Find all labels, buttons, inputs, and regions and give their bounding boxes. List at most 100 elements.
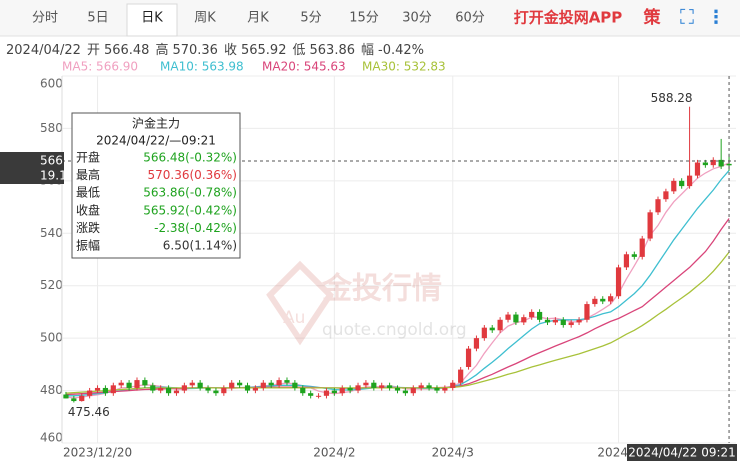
candle-body bbox=[394, 387, 401, 391]
tooltip-label: 振幅 bbox=[76, 238, 100, 253]
watermark: Au 金投行情 quote.cngold.org bbox=[266, 260, 467, 346]
tab[interactable]: 60分 bbox=[455, 11, 485, 26]
candle-body bbox=[229, 382, 235, 388]
candle-body bbox=[442, 387, 448, 391]
strategy-icon[interactable]: 策 bbox=[644, 7, 662, 28]
candle-body bbox=[102, 387, 109, 394]
candle-body bbox=[268, 382, 274, 386]
candle-body bbox=[252, 387, 259, 391]
tooltip-value: 565.92(-0.42%) bbox=[143, 203, 237, 217]
candle-body bbox=[615, 267, 622, 297]
candle-body bbox=[94, 387, 101, 391]
candle-body bbox=[173, 390, 180, 394]
crosshair-time-box bbox=[627, 444, 737, 461]
candle-body bbox=[639, 238, 645, 257]
tab-bar bbox=[0, 0, 740, 36]
candle-body bbox=[213, 390, 219, 394]
info-value: 566.48 bbox=[104, 43, 150, 58]
tooltip-value: -2.38(-0.42%) bbox=[154, 221, 237, 235]
tab[interactable]: 月K bbox=[247, 11, 269, 26]
y-tick-label: 500 bbox=[40, 331, 63, 345]
candle-body bbox=[244, 385, 251, 391]
info-value: 563.86 bbox=[310, 43, 356, 58]
tab[interactable]: 30分 bbox=[402, 11, 432, 26]
candle-body bbox=[355, 385, 361, 391]
candle-body bbox=[584, 304, 590, 320]
candle-body bbox=[308, 393, 314, 396]
y-tick-label: 520 bbox=[40, 278, 63, 292]
candle-body bbox=[142, 380, 148, 386]
candle-body bbox=[181, 385, 187, 391]
candle-body bbox=[450, 382, 456, 388]
ohlc-info: 2024/04/22 开 566.48 高 570.36 收 565.92 低 563.86 幅 -… bbox=[6, 42, 424, 58]
tooltip-label: 收盘 bbox=[76, 202, 100, 217]
watermark-brand: 金投行情 bbox=[321, 272, 442, 307]
tooltip-date: 2024/04/22/—09:21 bbox=[96, 134, 216, 148]
tooltip-label: 最高 bbox=[76, 167, 100, 182]
candle-body bbox=[489, 327, 495, 331]
more-icon[interactable]: ⋮ bbox=[707, 7, 725, 28]
candle-body bbox=[560, 319, 566, 326]
candle-body bbox=[694, 162, 701, 176]
tooltip-label: 涨跌 bbox=[76, 220, 100, 235]
candle-body bbox=[544, 319, 551, 323]
candle-body bbox=[347, 387, 353, 391]
candle-body bbox=[118, 382, 124, 386]
candle-body bbox=[568, 322, 574, 326]
candle-body bbox=[513, 314, 519, 323]
y-tick-label: 460 bbox=[40, 431, 63, 445]
candle-body bbox=[529, 311, 535, 318]
candle-body bbox=[371, 382, 377, 388]
candle-body bbox=[410, 387, 416, 394]
legend-entry: MA10: 563.98 bbox=[160, 60, 244, 74]
tabs: 分时 5日 日K 周K 月K 5分 15分 30分 60分 bbox=[32, 3, 485, 37]
candle-body bbox=[536, 311, 543, 320]
candle-body bbox=[473, 338, 480, 349]
candle-body bbox=[600, 298, 606, 302]
candle-body bbox=[331, 390, 337, 394]
tooltip-value: 570.36(0.36%) bbox=[148, 168, 237, 182]
candle-body bbox=[663, 191, 669, 200]
info-key: 开 bbox=[87, 43, 100, 58]
tab[interactable]: 15分 bbox=[349, 11, 379, 26]
candle-body bbox=[87, 390, 93, 396]
candle-body bbox=[158, 387, 164, 391]
candle-body bbox=[276, 380, 282, 386]
x-tick-label: 2024/3 bbox=[432, 446, 474, 460]
info-value: 565.92 bbox=[241, 43, 287, 58]
candle-body bbox=[505, 314, 511, 320]
tab[interactable]: 5分 bbox=[300, 11, 321, 26]
fullscreen-icon[interactable]: ⛶ bbox=[679, 5, 695, 29]
candle-body bbox=[315, 395, 322, 397]
candle-body bbox=[608, 296, 614, 302]
candle-body bbox=[434, 387, 440, 391]
candle-body bbox=[63, 394, 69, 399]
info-key: 幅 bbox=[361, 43, 374, 58]
candle-body bbox=[647, 212, 653, 239]
info-key: 收 bbox=[224, 43, 237, 58]
candle-body bbox=[260, 382, 266, 388]
app-link[interactable]: 打开金投网APP bbox=[514, 9, 623, 27]
tab[interactable]: 5日 bbox=[87, 11, 108, 26]
legend-entry: MA20: 545.63 bbox=[262, 60, 346, 74]
watermark-url: quote.cngold.org bbox=[322, 320, 467, 340]
tab[interactable]: 分时 bbox=[32, 11, 58, 26]
candle-body bbox=[197, 382, 203, 388]
tab[interactable]: 日K bbox=[141, 11, 163, 26]
y-tick-label: 540 bbox=[40, 226, 63, 240]
candle-body bbox=[481, 327, 487, 339]
candle-body bbox=[71, 398, 77, 402]
tooltip-label: 最低 bbox=[76, 186, 100, 200]
candle-body bbox=[134, 380, 140, 388]
candle-body bbox=[126, 382, 132, 388]
tab[interactable]: 周K bbox=[194, 11, 216, 26]
tooltip-box bbox=[71, 112, 241, 259]
candle-body bbox=[237, 382, 243, 386]
watermark-logo-shape bbox=[266, 260, 334, 346]
overlay: 566.319.13 2024/04/22 09:21 沪金主力 2024/04/22… bbox=[0, 76, 737, 461]
x-tick-label: 2023/12/20 bbox=[63, 446, 132, 460]
candle-body bbox=[718, 159, 724, 167]
tooltip-value: 6.50(1.14%) bbox=[163, 239, 237, 253]
